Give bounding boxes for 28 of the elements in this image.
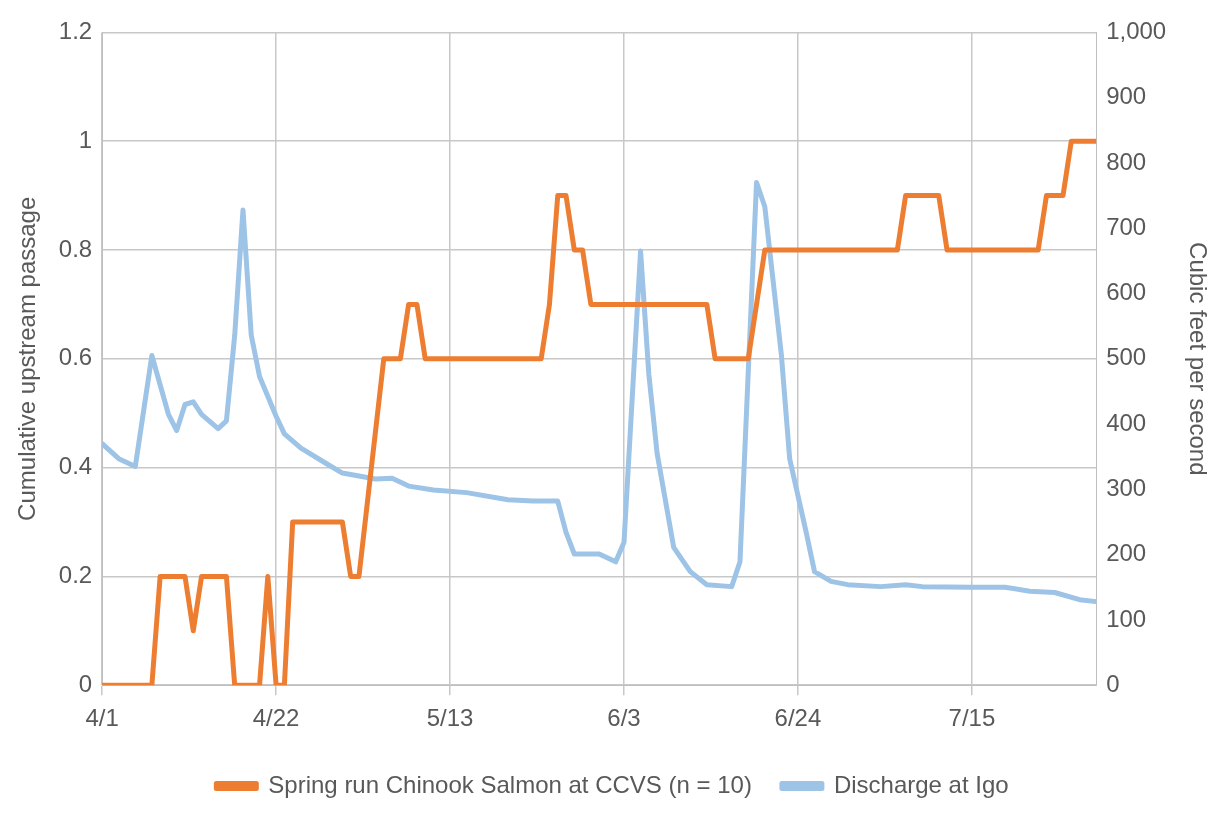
- y2-axis-title: Cubic feet per second: [1184, 242, 1212, 476]
- y-tick-label: 0: [78, 669, 93, 697]
- x-tick-label: 4/22: [252, 704, 300, 732]
- y2-tick-label: 100: [1106, 604, 1147, 632]
- y-axis-title: Cumulative upstream passage: [13, 196, 41, 521]
- x-tick-label: 4/1: [85, 704, 119, 732]
- y2-tick-label: 1,000: [1106, 17, 1167, 45]
- y-tick-label: 0.8: [58, 234, 93, 262]
- y2-tick-label: 300: [1106, 473, 1147, 501]
- y2-tick-label: 0: [1106, 669, 1120, 697]
- legend-label: Spring run Chinook Salmon at CCVS (n = 10): [268, 770, 752, 798]
- x-tick-label: 6/24: [774, 704, 822, 732]
- y-tick-label: 0.4: [58, 452, 93, 480]
- y2-tick-label: 600: [1106, 278, 1147, 306]
- y2-tick-label: 500: [1106, 343, 1147, 371]
- y-tick-label: 1.2: [58, 17, 93, 45]
- y2-tick-label: 200: [1106, 539, 1147, 567]
- x-tick-label: 7/15: [948, 704, 996, 732]
- y-tick-label: 0.2: [58, 561, 93, 589]
- y-tick-label: 0.6: [58, 343, 93, 371]
- legend-label: Discharge at Igo: [833, 770, 1009, 798]
- y2-tick-label: 400: [1106, 408, 1147, 436]
- y2-tick-label: 900: [1106, 82, 1147, 110]
- x-tick-label: 5/13: [426, 704, 474, 732]
- y2-tick-label: 700: [1106, 212, 1147, 240]
- y2-tick-label: 800: [1106, 147, 1147, 175]
- y-tick-label: 1: [78, 125, 93, 153]
- x-tick-label: 6/3: [607, 704, 641, 732]
